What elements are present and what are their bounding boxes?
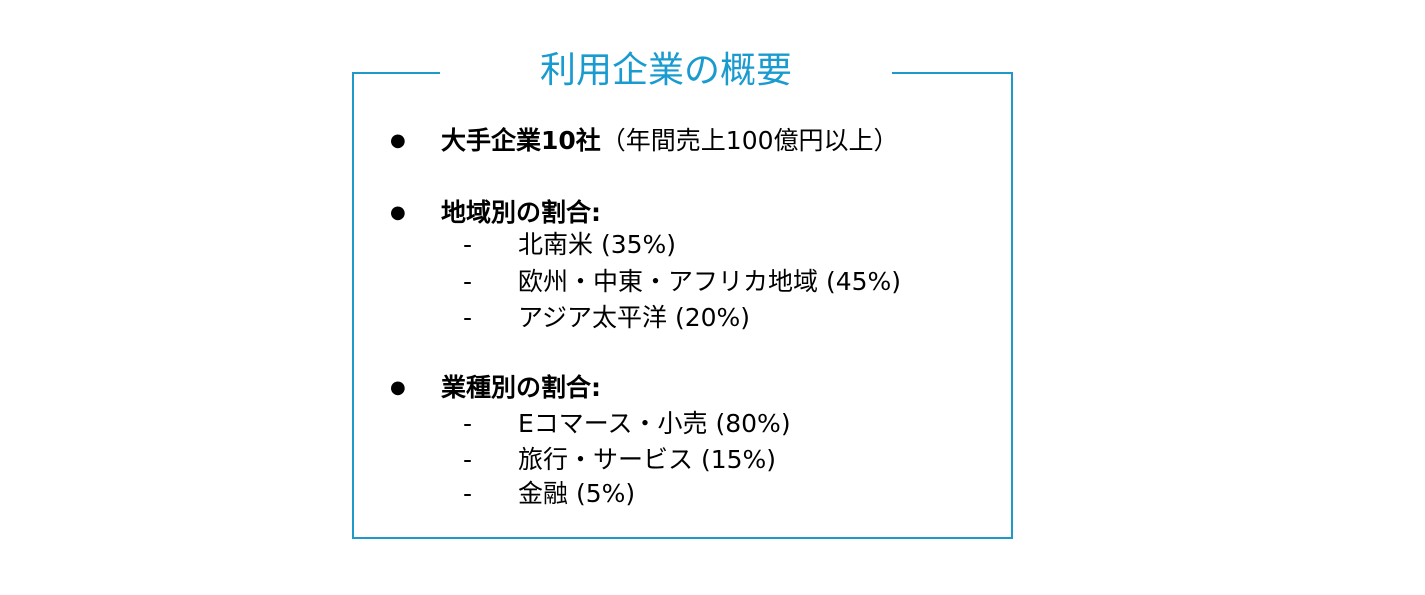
dash-icon: - [463, 445, 473, 474]
dash-icon: - [463, 479, 473, 508]
bullet-icon: ● [390, 202, 406, 223]
sub-item: 北南米 (35%) [518, 230, 677, 259]
dash-icon: - [463, 303, 473, 332]
bullet-icon: ● [390, 130, 406, 151]
sub-item: 欧州・中東・アフリカ地域 (45%) [518, 267, 902, 296]
list-item: 大手企業10社（年間売上100億円以上） [441, 125, 899, 157]
dash-icon: - [463, 230, 473, 259]
sub-item: 金融 (5%) [518, 479, 636, 508]
sub-item: 旅行・サービス (15%) [518, 445, 777, 474]
sub-item: アジア太平洋 (20%) [518, 303, 751, 332]
item-heading: 地域別の割合: [441, 198, 601, 227]
list-item: 業種別の割合: [441, 372, 601, 404]
bullet-icon: ● [390, 377, 406, 398]
item-text: （年間売上100億円以上） [600, 126, 899, 155]
dash-icon: - [463, 409, 473, 438]
item-heading: 大手企業10社 [441, 126, 601, 155]
dash-icon: - [463, 267, 473, 296]
sub-item: Eコマース・小売 (80%) [518, 409, 791, 438]
page-title: 利用企業の概要 [440, 46, 892, 96]
list-item: 地域別の割合: [441, 197, 601, 229]
item-heading: 業種別の割合: [441, 373, 601, 402]
